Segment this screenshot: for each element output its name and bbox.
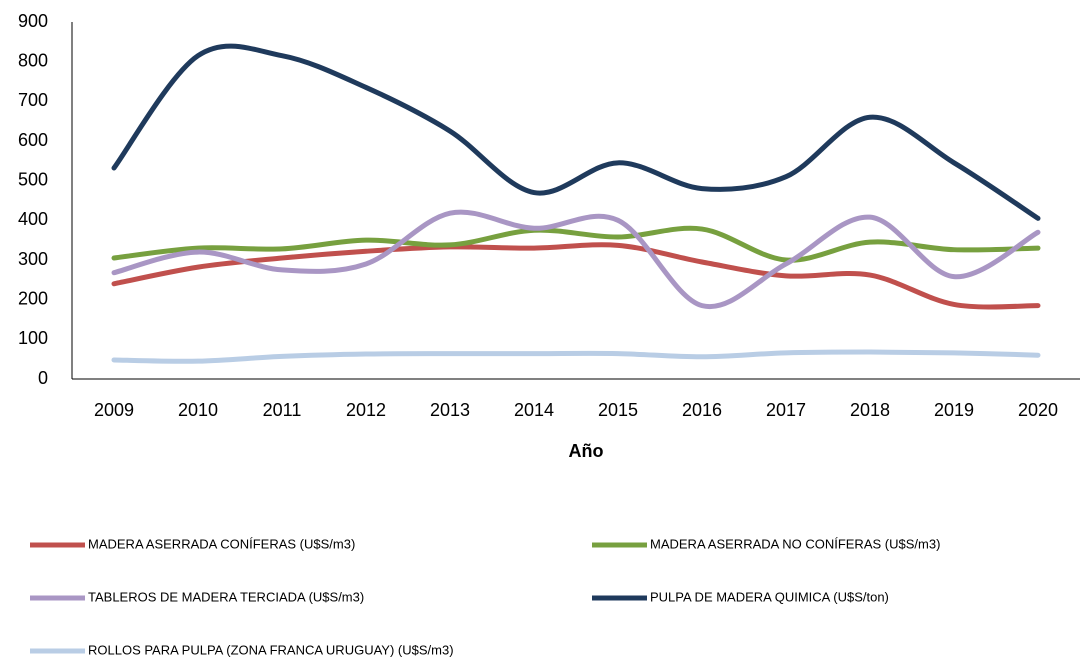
x-tick-label: 2011 [263, 400, 302, 420]
y-tick-label: 100 [18, 328, 48, 348]
y-tick-label: 600 [18, 130, 48, 150]
series-line [111, 242, 1041, 310]
x-tick-label: 2015 [598, 400, 638, 420]
legend-label: TABLEROS DE MADERA TERCIADA (U$S/m3) [88, 589, 364, 604]
x-tick-label: 2012 [346, 400, 386, 420]
series-line [111, 209, 1041, 310]
y-tick-label: 700 [18, 90, 48, 110]
x-tick-label: 2010 [178, 400, 218, 420]
legend-label: ROLLOS PARA PULPA (ZONA FRANCA URUGUAY) … [88, 642, 454, 657]
series-line [111, 43, 1041, 221]
x-tick-label: 2009 [94, 400, 134, 420]
x-tick-label: 2018 [850, 400, 890, 420]
y-tick-label: 400 [18, 209, 48, 229]
y-tick-label: 0 [38, 368, 48, 388]
legend-label: MADERA ASERRADA CONÍFERAS (U$S/m3) [88, 536, 355, 551]
x-tick-label: 2019 [934, 400, 974, 420]
x-axis-title: Año [569, 441, 604, 461]
y-tick-label: 200 [18, 288, 48, 308]
y-tick-label: 500 [18, 169, 48, 189]
x-tick-label: 2020 [1018, 400, 1058, 420]
series-line [111, 349, 1041, 364]
series-line [111, 225, 1041, 263]
y-tick-label: 800 [18, 50, 48, 70]
x-tick-label: 2017 [766, 400, 806, 420]
x-tick-label: 2016 [682, 400, 722, 420]
y-tick-label: 300 [18, 249, 48, 269]
y-tick-label: 900 [18, 11, 48, 31]
x-tick-label: 2014 [514, 400, 554, 420]
legend-label: PULPA DE MADERA QUIMICA (U$S/ton) [650, 589, 889, 604]
legend-label: MADERA ASERRADA NO CONÍFERAS (U$S/m3) [650, 536, 940, 551]
x-tick-label: 2013 [430, 400, 470, 420]
